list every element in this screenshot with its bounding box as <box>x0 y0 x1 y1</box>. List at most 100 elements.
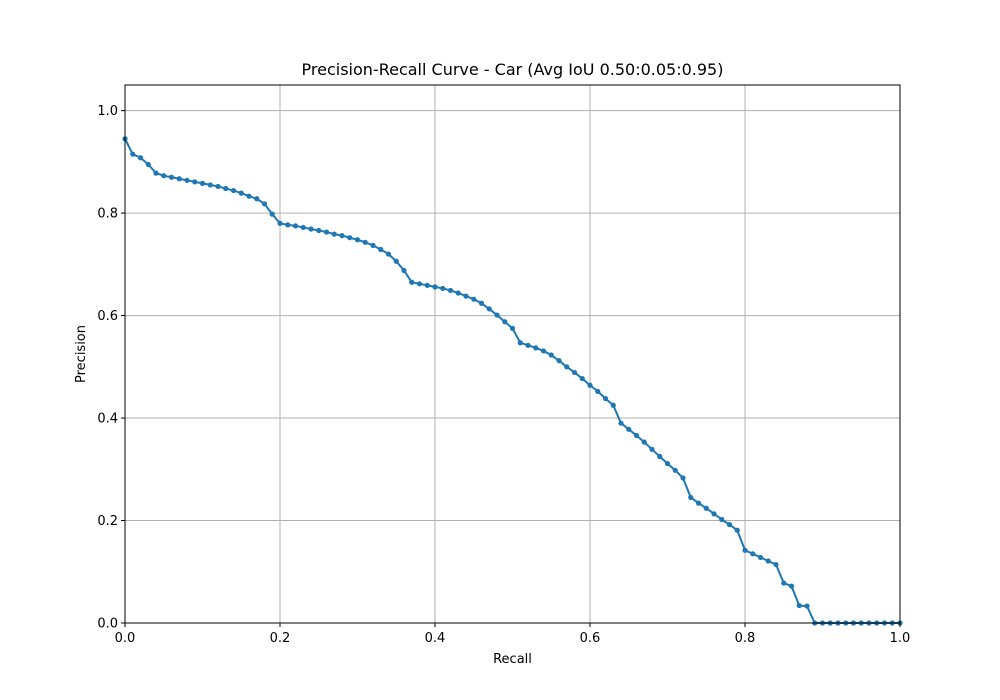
pr-curve-point <box>323 229 330 235</box>
pr-curve-point <box>316 227 322 234</box>
pr-curve-point <box>285 222 291 228</box>
pr-curve-point <box>796 602 802 609</box>
pr-curve-point <box>199 180 206 186</box>
x-tick-label: 1.0 <box>890 631 911 646</box>
x-axis: 0.0 0.2 0.4 0.6 0.8 1.0 <box>115 623 911 646</box>
pr-curve-point <box>486 306 492 312</box>
pr-curve-point <box>602 395 609 402</box>
pr-curve-point <box>595 388 601 395</box>
pr-curve-point <box>277 220 283 226</box>
pr-curve-point <box>548 352 554 358</box>
pr-curve-point <box>153 170 159 176</box>
pr-curve-line <box>124 138 900 624</box>
pr-curve-point <box>657 453 663 460</box>
pr-curve-point <box>432 284 438 290</box>
pr-curve-point <box>478 300 485 306</box>
pr-curve-point <box>533 345 539 351</box>
pr-curve-point <box>238 190 244 196</box>
pr-curve-point <box>362 239 368 245</box>
pr-curve-point <box>509 325 516 331</box>
pr-curve-point <box>587 382 593 388</box>
pr-curve-point <box>773 561 779 568</box>
pr-curve-point <box>719 516 725 523</box>
pr-curve-point <box>254 196 260 202</box>
pr-curve-point <box>409 279 415 285</box>
pr-curve-point <box>703 505 709 511</box>
pr-curve-point <box>502 319 508 325</box>
pr-curve-point <box>424 282 430 288</box>
pr-curve-point <box>137 155 144 161</box>
pr-curve-point <box>788 583 795 589</box>
chart-title: Precision-Recall Curve - Car (Avg IoU 0.… <box>302 60 724 79</box>
pr-curve-point <box>626 426 632 432</box>
y-tick-label: 0.8 <box>97 207 118 222</box>
pr-curve-point <box>308 226 314 232</box>
pr-curve-point <box>261 201 268 207</box>
y-tick-label: 0.6 <box>97 309 118 324</box>
pr-curve-point <box>726 522 733 528</box>
pr-curve-point <box>401 267 407 274</box>
y-axis: 0.0 0.2 0.4 0.6 0.8 1.0 <box>97 104 125 632</box>
pr-curve-point <box>463 293 469 299</box>
pr-curve-point <box>571 369 578 376</box>
pr-curve-point <box>347 235 353 241</box>
x-axis-label: Recall <box>493 652 532 667</box>
pr-curve-point <box>230 187 237 194</box>
pr-curve-point <box>711 511 717 517</box>
pr-curve-point <box>176 176 182 182</box>
x-tick-label: 0.4 <box>425 631 446 646</box>
pr-curve-point <box>664 461 671 467</box>
plot-frame <box>124 84 901 624</box>
pr-curve-point <box>168 174 175 180</box>
pr-curve-point <box>525 342 531 348</box>
pr-curve-point <box>440 285 446 292</box>
pr-curve-point <box>447 287 454 294</box>
x-tick-label: 0.0 <box>115 631 136 646</box>
x-tick-label: 0.6 <box>580 631 601 646</box>
marker-layer <box>122 136 903 626</box>
pr-curve-point <box>416 281 423 287</box>
pr-curve-point <box>804 603 810 609</box>
y-tick-label: 0.0 <box>97 617 118 632</box>
pr-curve-point <box>192 179 198 185</box>
y-tick-label: 0.4 <box>97 412 118 427</box>
pr-curve-point <box>750 551 756 557</box>
pr-curve-point <box>370 242 376 248</box>
pr-curve-point <box>618 420 624 426</box>
pr-curve-point <box>734 527 740 533</box>
pr-curve-point <box>610 402 616 408</box>
pr-curve-point <box>385 251 392 257</box>
pr-curve-point <box>339 233 345 239</box>
grid-layer <box>124 85 901 624</box>
pr-curve-point <box>672 467 678 473</box>
pr-curve-point <box>680 475 686 481</box>
pr-curve-point <box>471 296 477 302</box>
pr-curve-point <box>540 348 547 354</box>
pr-curve-point <box>641 439 647 445</box>
pr-curve-point <box>378 246 384 253</box>
pr-curve-point <box>649 446 655 452</box>
line-layer <box>124 138 900 624</box>
pr-curve-point <box>207 182 213 188</box>
pr-curve-point <box>688 494 694 501</box>
pr-curve-point <box>517 340 523 346</box>
pr-curve-point <box>494 312 500 318</box>
pr-curve-point <box>269 211 275 217</box>
pr-curve-point <box>161 173 167 179</box>
pr-curve-point <box>215 183 221 190</box>
pr-curve-point <box>184 177 190 183</box>
pr-curve-point <box>579 375 585 382</box>
pr-curve-point <box>742 547 748 553</box>
pr-curve-point <box>354 237 361 243</box>
pr-curve-point <box>757 554 764 561</box>
pr-curve-point <box>455 290 461 296</box>
pr-curve-point <box>145 161 151 168</box>
pr-curve-point <box>246 193 252 199</box>
pr-curve-point <box>564 364 570 370</box>
pr-curve-point <box>393 258 399 264</box>
pr-curve-point <box>331 231 337 237</box>
pr-curve-point <box>556 358 562 364</box>
pr-curve-point <box>781 580 787 586</box>
pr-curve-point <box>223 185 229 192</box>
